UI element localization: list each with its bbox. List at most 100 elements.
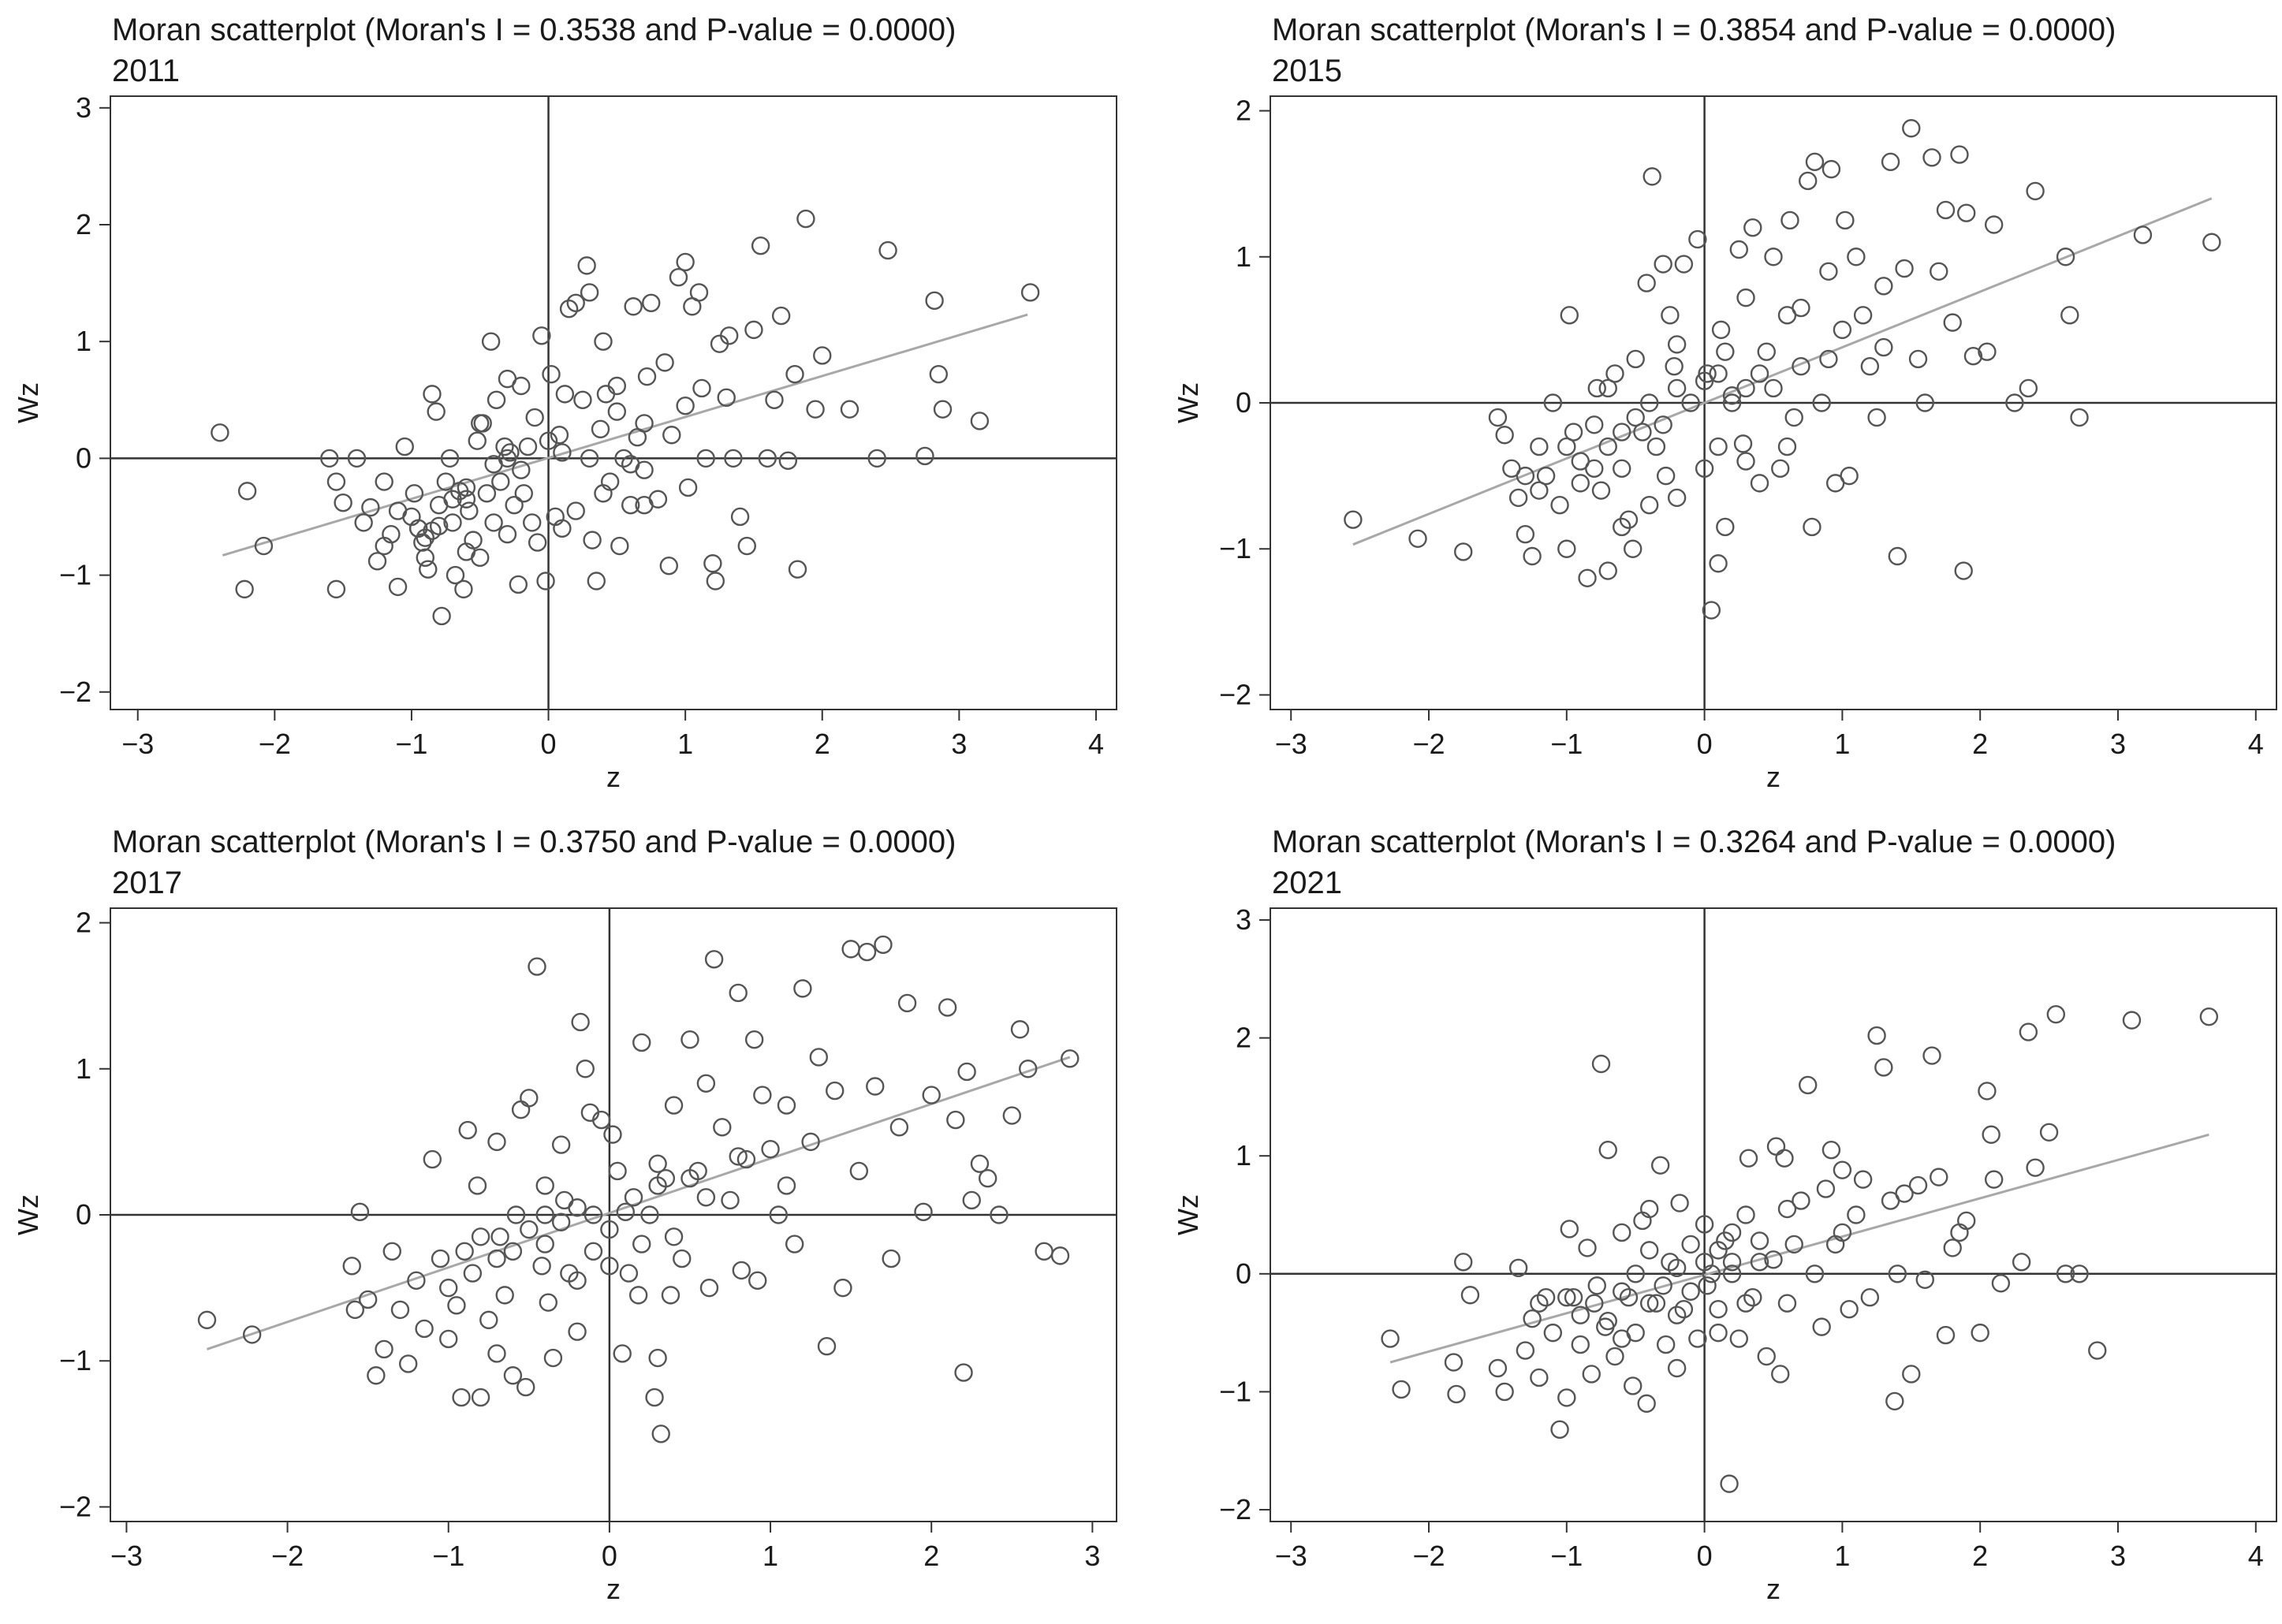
scatter-point bbox=[471, 1387, 490, 1407]
scatter-point bbox=[689, 283, 709, 302]
scatter-point bbox=[603, 1125, 622, 1144]
scatter-point bbox=[382, 525, 401, 544]
scatter-point bbox=[1695, 1253, 1714, 1272]
x-tick-label: −1 bbox=[1550, 728, 1583, 760]
scatter-point bbox=[608, 1161, 627, 1181]
scatter-point bbox=[1798, 171, 1818, 191]
scatter-point bbox=[680, 1030, 699, 1049]
x-tick-label: 2 bbox=[815, 728, 830, 760]
scatter-point bbox=[523, 513, 542, 532]
scatter-point bbox=[914, 1202, 933, 1221]
scatter-point bbox=[1530, 437, 1549, 456]
scatter-point bbox=[1819, 349, 1838, 369]
scatter-point bbox=[1739, 1149, 1758, 1168]
scatter-point bbox=[1860, 1288, 1880, 1307]
chart-title: Moran scatterplot (Moran's I = 0.3854 an… bbox=[1272, 13, 2116, 47]
scatter-point bbox=[840, 400, 859, 419]
scatter-point bbox=[566, 293, 585, 312]
scatter-point bbox=[1819, 262, 1838, 281]
scatter-point bbox=[415, 1319, 434, 1339]
scatter-point bbox=[1766, 1137, 1786, 1156]
scatter-point bbox=[793, 979, 812, 998]
scatter-point bbox=[1613, 1223, 1631, 1242]
scatter-point bbox=[452, 1387, 471, 1407]
scatter-point bbox=[1991, 1274, 2011, 1293]
scatter-point bbox=[408, 519, 428, 538]
x-tick-label: 4 bbox=[2248, 728, 2264, 760]
scatter-point bbox=[1860, 356, 1880, 376]
scatter-point bbox=[1943, 1238, 1962, 1257]
x-tick-label: 3 bbox=[951, 728, 967, 760]
scatter-point bbox=[651, 1425, 670, 1443]
scatter-point bbox=[1639, 1199, 1659, 1219]
scatter-point bbox=[1709, 1299, 1728, 1319]
scatter-point bbox=[970, 412, 990, 430]
y-tick-label: −1 bbox=[59, 559, 91, 591]
scatter-point bbox=[1709, 554, 1728, 573]
scatter-point bbox=[2026, 1158, 2045, 1177]
x-tick-label: −2 bbox=[1412, 728, 1445, 760]
y-tick-label: 1 bbox=[76, 1052, 91, 1085]
scatter-point bbox=[1654, 1276, 1672, 1295]
scatter-point bbox=[1736, 1294, 1755, 1313]
scatter-point bbox=[1585, 1294, 1604, 1313]
scatter-point bbox=[1035, 1242, 1053, 1261]
x-tick-label: −1 bbox=[1550, 1540, 1583, 1572]
scatter-point bbox=[1812, 1317, 1831, 1336]
scatter-point bbox=[1805, 1265, 1825, 1283]
scatter-point bbox=[512, 460, 531, 479]
scatter-point bbox=[849, 1161, 869, 1181]
scatter-point bbox=[1743, 1288, 1762, 1307]
scatter-point bbox=[809, 1048, 829, 1067]
scatter-point bbox=[1784, 1235, 1803, 1254]
scatter-point bbox=[2026, 181, 2045, 201]
y-tick-label: −2 bbox=[1219, 678, 1251, 710]
scatter-point bbox=[443, 490, 462, 508]
fitted-line bbox=[1389, 1133, 2209, 1364]
scatter-point bbox=[536, 572, 555, 590]
scatter-point bbox=[454, 579, 473, 599]
scatter-point bbox=[1736, 1205, 1755, 1224]
scatter-point bbox=[487, 1344, 506, 1363]
scatter-point bbox=[440, 449, 460, 468]
scatter-point bbox=[503, 1366, 523, 1385]
scatter-point bbox=[2056, 1265, 2075, 1283]
y-tick-label: 0 bbox=[1236, 386, 1251, 419]
x-tick-label: −3 bbox=[1275, 1540, 1307, 1572]
scatter-point bbox=[1613, 1282, 1631, 1301]
scatter-point bbox=[1833, 1160, 1852, 1179]
scatter-point bbox=[664, 1096, 684, 1115]
scatter-point bbox=[621, 495, 640, 515]
scatter-point bbox=[1812, 393, 1831, 412]
scatter-point bbox=[1720, 1474, 1739, 1493]
scatter-point bbox=[555, 1190, 574, 1210]
x-tick-label: 0 bbox=[1697, 1540, 1713, 1572]
chart-subtitle-year: 2017 bbox=[112, 866, 182, 900]
scatter-point bbox=[1646, 437, 1666, 456]
scatter-point bbox=[491, 472, 510, 491]
scatter-point bbox=[732, 1261, 751, 1280]
scatter-point bbox=[1750, 1231, 1769, 1250]
scatter-point bbox=[1881, 152, 1900, 172]
scatter-point bbox=[1853, 1170, 1873, 1189]
x-tick-label: 3 bbox=[1084, 1540, 1100, 1572]
scatter-point bbox=[2199, 1007, 2219, 1026]
scatter-point bbox=[1722, 1223, 1742, 1242]
scatter-point bbox=[1833, 320, 1852, 340]
scatter-point bbox=[699, 1278, 719, 1298]
scatter-point bbox=[2060, 306, 2079, 325]
scatter-point bbox=[645, 1387, 664, 1407]
y-tick-label: 3 bbox=[76, 91, 91, 124]
y-tick-label: 3 bbox=[1236, 903, 1251, 936]
scatter-point bbox=[2005, 393, 2024, 412]
scatter-point bbox=[495, 437, 514, 456]
scatter-point bbox=[423, 385, 442, 404]
scatter-point bbox=[242, 1325, 262, 1344]
x-tick-label: 1 bbox=[1834, 728, 1850, 760]
scatter-point bbox=[785, 364, 804, 384]
scatter-point bbox=[577, 256, 596, 275]
scatter-point bbox=[532, 326, 551, 345]
scatter-point bbox=[481, 332, 501, 351]
y-tick-label: −1 bbox=[1219, 1375, 1251, 1407]
scatter-point bbox=[637, 367, 657, 386]
